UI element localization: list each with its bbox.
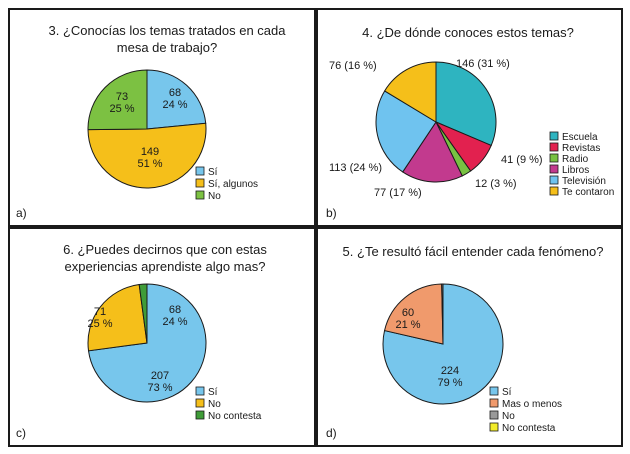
chart-title: 3. ¿Conocías los temas tratados en cada …: [48, 23, 286, 55]
legend-label-si: Sí: [502, 387, 512, 398]
legend-swatch-no: [195, 190, 205, 200]
legend-label-escuela: Escuela: [562, 132, 598, 143]
legend-swatch-libros: [549, 164, 559, 174]
legend-swatch-radio: [549, 153, 559, 163]
legend-label-te-contaron: Te contaron: [562, 187, 614, 198]
data-label: 24 %: [162, 316, 187, 328]
data-label: 149: [141, 146, 159, 158]
legend-label-no-contesta: No contesta: [208, 411, 262, 422]
pie-slice-te-contaron: [383, 61, 437, 123]
legend-swatch-si: [195, 166, 205, 176]
legend-label-television: Televisión: [562, 176, 606, 187]
legend-swatch-si: [195, 386, 205, 396]
panel-label: d): [326, 426, 337, 440]
legend-label-libros: Libros: [562, 165, 589, 176]
chart-title: 4. ¿De dónde conoces estos temas?: [362, 25, 574, 40]
legend-label-no: No: [502, 411, 515, 422]
data-label: 207: [151, 370, 169, 382]
data-label: 25 %: [87, 318, 112, 330]
pie-slice-si: [382, 283, 504, 405]
pie-slice-no: [441, 283, 444, 345]
data-label: 146 (31 %): [456, 58, 510, 70]
pie-slice-mas-o-menos: [383, 283, 444, 345]
pie-slice-si: [146, 69, 207, 130]
data-label: 71: [94, 306, 106, 318]
legend-label-si: Sí: [208, 387, 218, 398]
chart-panel-a: 3. ¿Conocías los temas tratados en cada …: [8, 8, 316, 227]
data-label: 60: [402, 307, 414, 319]
data-label: 68: [169, 87, 181, 99]
pie-slice-no: [87, 283, 148, 352]
data-label: 25 %: [109, 103, 134, 115]
legend-swatch-revistas: [549, 142, 559, 152]
legend-swatch-te-contaron: [549, 186, 559, 196]
panel-label: a): [16, 206, 27, 220]
pie-slice-libros: [402, 120, 463, 183]
chart-panel-b: 4. ¿De dónde conoces estos temas? 146 (3…: [316, 8, 623, 227]
chart-title: 6. ¿Puedes decirnos que con estas experi…: [63, 242, 267, 274]
pie-slice-no: [87, 69, 148, 131]
data-label: 73 %: [147, 382, 172, 394]
panel-label: c): [16, 426, 26, 440]
legend-swatch-si: [489, 386, 499, 396]
legend-label-mas-o-menos: Mas o menos: [502, 399, 562, 410]
data-label: 12 (3 %): [475, 178, 517, 190]
pie-slice-escuela: [435, 61, 497, 147]
legend-swatch-escuela: [549, 131, 559, 141]
legend-label-revistas: Revistas: [562, 143, 600, 154]
data-label: 68: [169, 304, 181, 316]
legend-swatch-no-contesta: [489, 422, 499, 432]
data-label: 73: [116, 91, 128, 103]
data-label: 79 %: [437, 377, 462, 389]
data-label: 51 %: [137, 158, 162, 170]
data-label: 41 (9 %): [501, 154, 543, 166]
legend-label-no-contesta: No contesta: [502, 423, 556, 434]
data-label: 24 %: [162, 99, 187, 111]
legend-label-si-algunos: Sí, algunos: [208, 179, 258, 190]
data-label: 76 (16 %): [329, 60, 377, 72]
legend-label-radio: Radio: [562, 154, 589, 165]
chart-title: 5. ¿Te resultó fácil entender cada fenóm…: [342, 244, 604, 259]
legend-swatch-mas-o-menos: [489, 398, 499, 408]
chart-panel-d: 5. ¿Te resultó fácil entender cada fenóm…: [316, 227, 623, 447]
legend-swatch-no: [489, 410, 499, 420]
legend-label-si: Sí: [208, 167, 218, 178]
legend-label-no: No: [208, 399, 221, 410]
pie-slice-television: [375, 90, 437, 173]
data-label: 21 %: [395, 319, 420, 331]
pie-slice-no-contesta: [138, 283, 148, 344]
legend-swatch-no-contesta: [195, 410, 205, 420]
panel-label: b): [326, 206, 337, 220]
data-label: 113 (24 %): [329, 162, 382, 174]
data-label: 77 (17 %): [374, 187, 422, 199]
legend-label-no: No: [208, 191, 221, 202]
data-label: 224: [441, 365, 459, 377]
pie-slice-si-algunos: [87, 122, 207, 189]
legend-swatch-si-algunos: [195, 178, 205, 188]
pie-chart-b: 146 (31 %) 41 (9 %) 12 (3 %) 77 (17 %) 113 (…: [329, 58, 614, 199]
legend-swatch-television: [549, 175, 559, 185]
legend-swatch-no: [195, 398, 205, 408]
chart-panel-c: 6. ¿Puedes decirnos que con estas experi…: [8, 227, 316, 447]
